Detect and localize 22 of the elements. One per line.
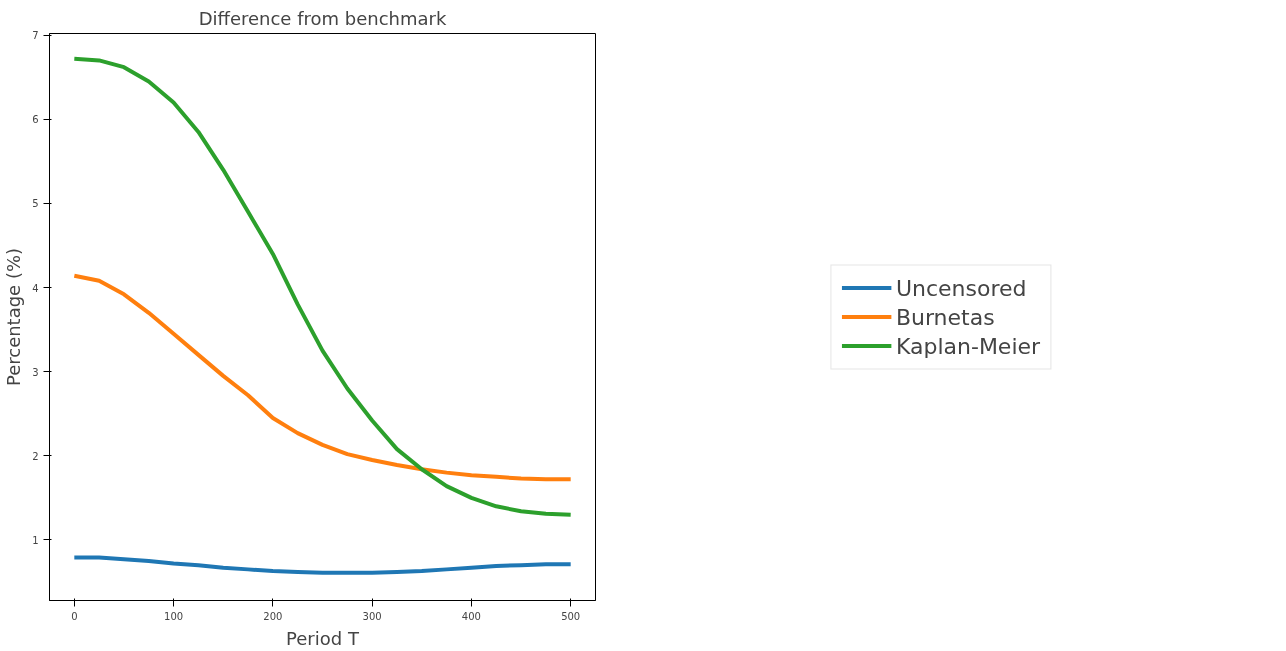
- legend-label: Kaplan-Meier: [895, 333, 1041, 358]
- y-axis-title: Percentage (%): [3, 247, 25, 387]
- y-tick-label: 4: [32, 282, 39, 294]
- x-axis-title: Period T: [286, 627, 360, 649]
- line-series: [72, 555, 573, 575]
- y-tick-label: 7: [32, 30, 39, 42]
- x-tick-label: 200: [263, 610, 283, 622]
- x-tick-label: 100: [164, 610, 184, 622]
- legend-label: Uncensored: [895, 275, 1027, 300]
- line-series: [72, 273, 573, 482]
- legend-label: Burnetas: [895, 304, 995, 329]
- chart-title: Difference from benchmark: [198, 7, 447, 29]
- x-tick-label: 300: [362, 610, 382, 622]
- y-tick-label: 3: [32, 366, 39, 378]
- y-tick-label: 6: [32, 114, 39, 126]
- y-tick-label: 1: [32, 534, 39, 546]
- y-tick-label: 2: [32, 450, 39, 462]
- line-series: [72, 56, 573, 517]
- x-tick-label: 500: [561, 610, 581, 622]
- y-tick-label: 5: [32, 198, 39, 210]
- x-tick-label: 400: [461, 610, 481, 622]
- x-tick-label: 0: [71, 610, 78, 622]
